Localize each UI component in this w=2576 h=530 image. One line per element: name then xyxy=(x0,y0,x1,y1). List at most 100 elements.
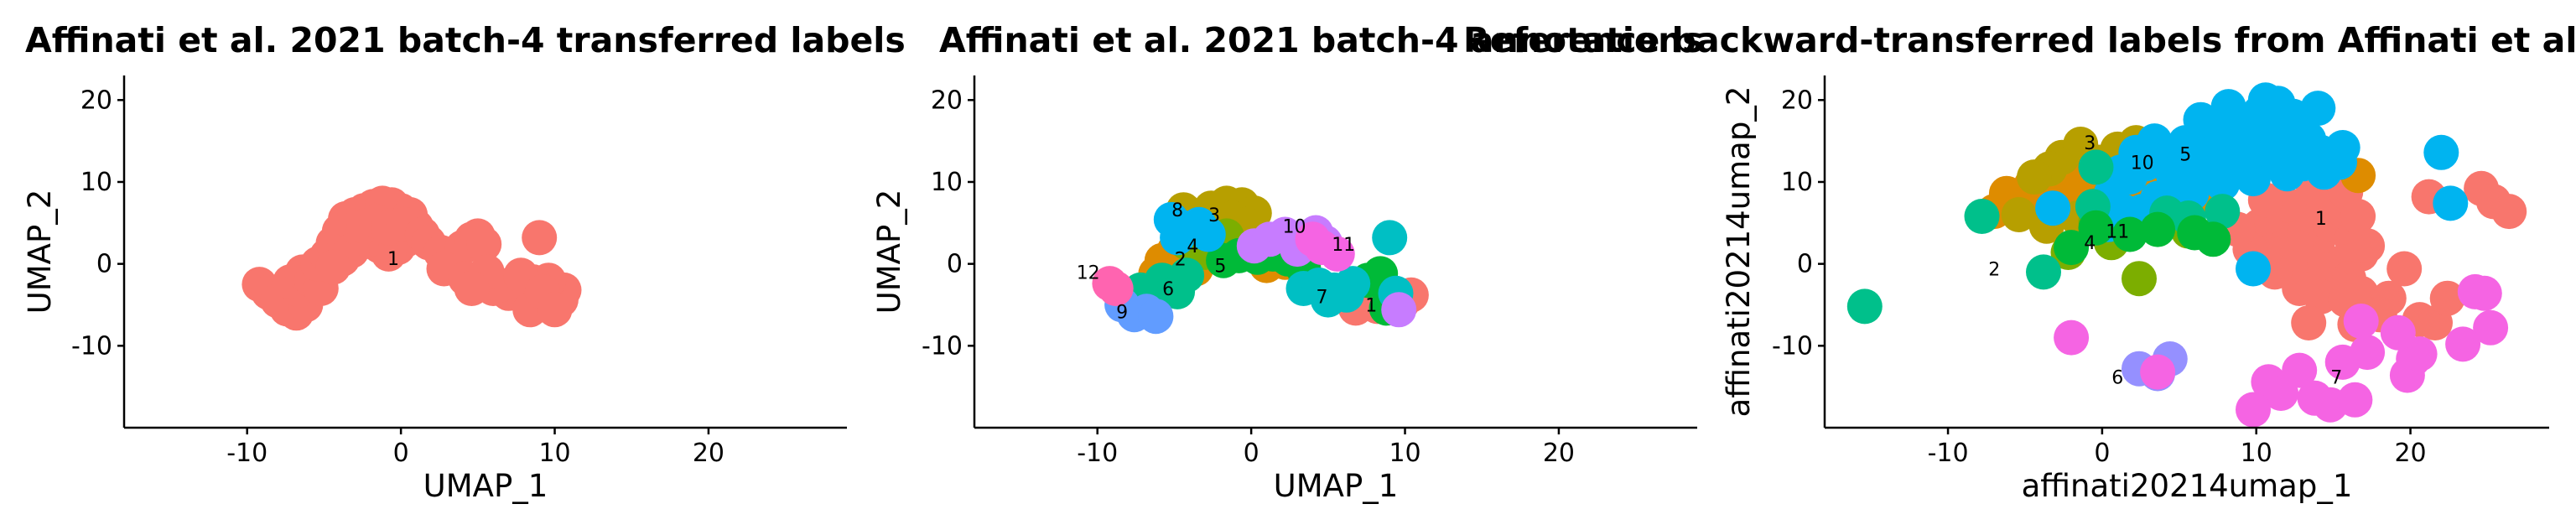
scatter-point-cluster-7 xyxy=(2236,392,2271,428)
scatter-point-cluster-11 xyxy=(2112,216,2148,252)
y-tick-label: 20 xyxy=(80,86,112,115)
points-layer xyxy=(242,185,582,331)
cluster-label: 7 xyxy=(1317,288,1328,309)
scatter-point-cluster-7 xyxy=(2054,320,2090,356)
scatter-point-cluster-7 xyxy=(2473,309,2509,346)
y-tick-label: 20 xyxy=(1781,86,1813,115)
scatter-point-cluster-7 xyxy=(2282,352,2318,388)
panel-transferred-labels: 1 -10 0 10 20 -10 0 10 20 UMAP_1 UMAP_2 Affinati et… xyxy=(22,20,906,504)
scatter-point-cluster-11 xyxy=(2054,230,2090,266)
y-tick-label: -10 xyxy=(71,331,112,361)
cluster-label: 4 xyxy=(2084,233,2096,254)
chart-title: Affinati et al. 2021 batch-4 annotations xyxy=(939,20,1703,60)
scatter-point-cluster-1 xyxy=(2429,280,2465,316)
x-axis-label: affinati20214umap_1 xyxy=(2022,468,2353,504)
y-tick-label: -10 xyxy=(1772,331,1813,361)
scatter-point-cluster-7 xyxy=(1372,220,1408,256)
y-tick-label: 10 xyxy=(1781,168,1813,197)
scatter-point-cluster-1 xyxy=(2350,228,2386,264)
scatter-point-cluster-5 xyxy=(2035,190,2071,226)
scatter-point-cluster-1 xyxy=(315,249,351,285)
cluster-label: 11 xyxy=(2106,222,2129,243)
scatter-point-cluster-9 xyxy=(1138,299,1174,335)
points-layer xyxy=(1846,82,2527,428)
scatter-point-cluster-5 xyxy=(2324,130,2360,165)
x-tick-label: 0 xyxy=(2094,439,2110,468)
scatter-point-cluster-10 xyxy=(1964,199,2000,234)
scatter-point-cluster-7 xyxy=(2445,326,2481,362)
scatter-point-cluster-10 xyxy=(2078,149,2114,185)
cluster-label: 3 xyxy=(2084,133,2096,154)
scatter-point-cluster-3 xyxy=(2017,159,2052,195)
y-axis-label: UMAP_2 xyxy=(871,190,907,314)
cluster-label: 1 xyxy=(1365,295,1377,316)
cluster-label: 8 xyxy=(1171,200,1183,221)
cluster-label: 1 xyxy=(387,249,399,270)
y-tick-label: 0 xyxy=(96,250,112,279)
x-tick-label: 0 xyxy=(393,439,409,468)
panel-backward-transferred: 1 2 3 4 5 6 7 10 11 -10 0 10 20 -10 0 10 20 affinati20214… xyxy=(1463,20,2576,504)
cluster-label: 2 xyxy=(1988,260,2000,281)
scatter-point-cluster-1 xyxy=(522,220,558,256)
scatter-point-cluster-5 xyxy=(2229,138,2265,174)
cluster-label: 6 xyxy=(2111,367,2123,388)
x-tick-label: 20 xyxy=(2394,439,2426,468)
chart-title: Affinati et al. 2021 batch-4 transferred… xyxy=(25,20,906,60)
cluster-label: 5 xyxy=(2179,145,2191,166)
scatter-point-cluster-1 xyxy=(466,226,502,262)
scatter-point-cluster-5 xyxy=(2423,134,2459,170)
x-tick-label: 0 xyxy=(1244,439,1259,468)
cluster-label: 1 xyxy=(2315,209,2327,230)
scatter-point-cluster-1 xyxy=(2386,251,2423,287)
scatter-point-cluster-7 xyxy=(1335,266,1371,302)
cluster-label: 5 xyxy=(1214,257,1226,278)
scatter-point-cluster-1 xyxy=(2291,305,2327,340)
y-tick-label: 10 xyxy=(80,168,112,197)
y-axis-label: affinati20214umap_2 xyxy=(1721,86,1757,418)
x-tick-label: 10 xyxy=(538,439,570,468)
scatter-point-cluster-7 xyxy=(2343,304,2379,339)
scatter-point-cluster-11 xyxy=(1295,221,1331,257)
scatter-point-cluster-1 xyxy=(537,292,573,328)
y-tick-label: 10 xyxy=(931,168,963,197)
scatter-point-cluster-11 xyxy=(2195,221,2231,257)
x-tick-label: -10 xyxy=(1077,439,1118,468)
scatter-point-cluster-8 xyxy=(1190,216,1226,252)
y-tick-label: 0 xyxy=(1797,250,1813,279)
scatter-point-cluster-11 xyxy=(2140,211,2176,247)
x-tick-label: 10 xyxy=(2241,439,2272,468)
x-tick-label: 20 xyxy=(693,439,724,468)
y-tick-label: 0 xyxy=(947,250,963,279)
scatter-point-cluster-6 xyxy=(1169,257,1205,294)
cluster-label: 7 xyxy=(2330,367,2342,388)
scatter-point-cluster-3 xyxy=(2001,197,2037,232)
chart-title: Reference backward-transferred labels fr… xyxy=(1463,20,2576,60)
y-tick-label: 20 xyxy=(931,86,963,115)
scatter-point-cluster-10 xyxy=(2205,194,2241,230)
x-tick-label: -10 xyxy=(226,439,267,468)
cluster-label: 3 xyxy=(1208,205,1220,226)
scatter-point-cluster-1 xyxy=(2491,194,2527,230)
x-axis-label: UMAP_1 xyxy=(423,468,548,504)
scatter-point-cluster-5 xyxy=(2433,185,2469,221)
scatter-point-cluster-1 xyxy=(2340,199,2376,234)
scatter-point-cluster-11 xyxy=(2078,210,2114,246)
x-tick-label: -10 xyxy=(1928,439,1969,468)
scatter-point-cluster-7 xyxy=(2350,335,2386,371)
scatter-point-cluster-5 xyxy=(2247,82,2283,118)
scatter-point-cluster-10 xyxy=(1381,292,1417,328)
scatter-point-cluster-5 xyxy=(2236,251,2271,287)
scatter-point-cluster-12 xyxy=(1098,271,1134,306)
scatter-point-cluster-4 xyxy=(2122,261,2157,297)
scatter-point-cluster-7 xyxy=(2337,382,2373,418)
cluster-label: 12 xyxy=(1077,262,1100,283)
cluster-label: 2 xyxy=(1175,250,1187,271)
cluster-label: 9 xyxy=(1116,302,1128,323)
scatter-point-cluster-5 xyxy=(2300,91,2336,127)
cluster-label: 11 xyxy=(1332,235,1355,256)
scatter-point-cluster-8 xyxy=(1160,220,1196,256)
scatter-point-cluster-10 xyxy=(2026,254,2061,290)
cluster-label: 4 xyxy=(1187,236,1198,257)
